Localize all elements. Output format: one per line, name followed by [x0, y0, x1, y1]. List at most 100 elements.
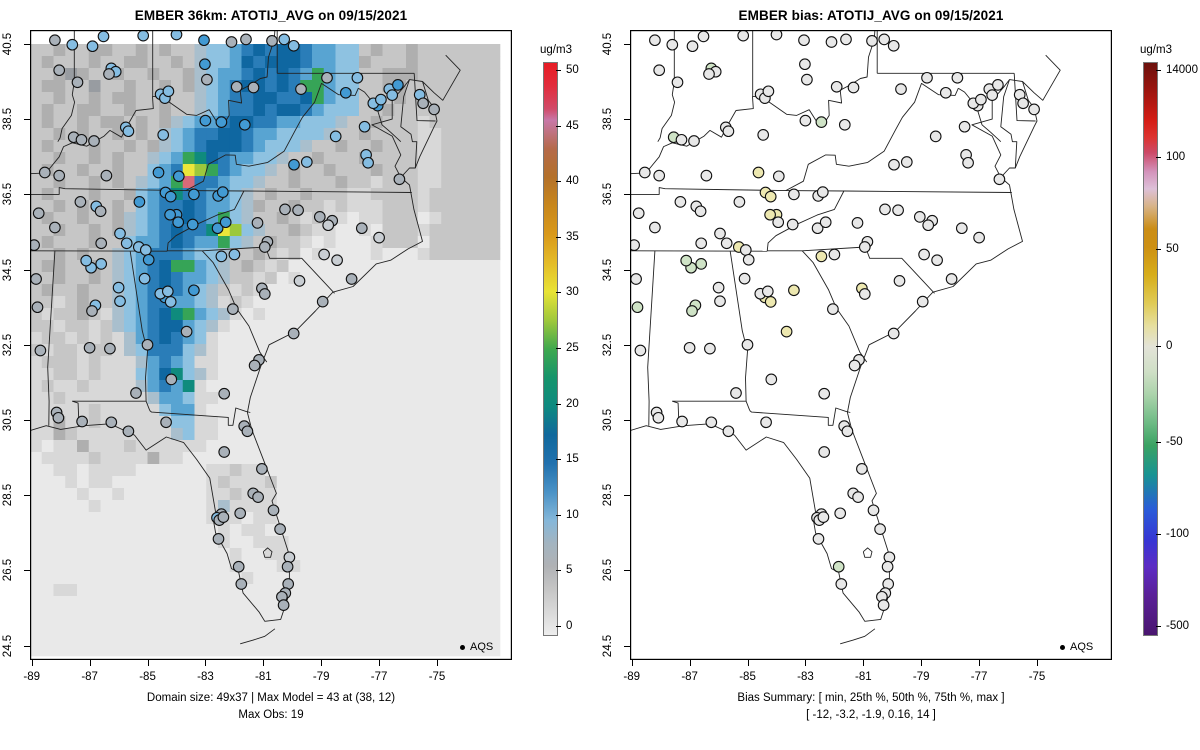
y-axis-tick-label: 26.5 [2, 559, 14, 582]
obs-site-dot [683, 341, 696, 354]
aqs-legend: AQS [1060, 641, 1093, 653]
colorbar-tick [1156, 626, 1161, 627]
obs-site-dot [788, 284, 800, 297]
obs-site-dot [114, 295, 126, 308]
obs-site-dot [757, 129, 770, 141]
obs-site-dot [199, 114, 212, 127]
obs-site-dot [122, 425, 135, 438]
obs-site-dot [832, 560, 845, 573]
y-axis-tick-label: 32.5 [602, 333, 614, 356]
obs-site-dot [653, 64, 666, 77]
obs-site-dot [164, 208, 176, 221]
obs-site-dot [764, 190, 777, 203]
obs-site-dot [939, 86, 952, 99]
colorbar-tick [556, 292, 561, 294]
colorbar-tick [1156, 70, 1161, 71]
obs-site-dot [49, 34, 61, 47]
obs-site-dot [212, 533, 225, 545]
obs-site-dot [888, 158, 900, 171]
obs-site-dot [162, 85, 175, 98]
aqs-legend-dot-icon [460, 644, 465, 650]
y-axis-tick-label: 34.5 [602, 258, 614, 281]
obs-site-dot [772, 216, 785, 229]
y-axis-tick-label: 28.5 [2, 484, 14, 507]
colorbar-tick-label: 0 [1166, 339, 1173, 352]
obs-site-dot [100, 169, 113, 182]
obs-site-dot [251, 217, 264, 229]
obs-site-dot [76, 415, 88, 428]
obs-site-dot [248, 359, 261, 372]
obs-site-dot [1017, 97, 1029, 110]
obs-site-dot [653, 169, 666, 182]
y-axis-tick [624, 495, 630, 497]
obs-site-dot [638, 166, 651, 179]
x-axis-tick-label: -77 [370, 671, 388, 683]
obs-site-dot [216, 186, 229, 198]
obs-site-dot [631, 301, 644, 314]
obs-site-dot [695, 237, 708, 250]
obs-site-dot [322, 219, 335, 232]
obs-site-dot [160, 416, 172, 429]
obs-site-dot [219, 216, 232, 229]
colorbar-tick-label: 20 [566, 397, 579, 410]
obs-site-dot [811, 222, 824, 235]
y-axis-tick-label: 40.5 [2, 32, 14, 56]
obs-site-dot [141, 338, 154, 351]
y-axis-tick-label: 32.5 [2, 333, 14, 356]
obs-site-dot [1028, 103, 1040, 116]
obs-site-dot [649, 34, 661, 47]
obs-site-dot [730, 387, 742, 399]
obs-site-dot [215, 116, 228, 128]
y-axis-tick-label: 40.5 [602, 32, 614, 56]
x-axis-tick [631, 660, 633, 666]
obs-site-dot [300, 156, 313, 168]
obs-site-dot [798, 34, 810, 47]
obs-site-dot [852, 491, 864, 503]
model-colorbar-title: ug/m3 [540, 44, 572, 56]
obs-site-dot [695, 258, 708, 270]
obs-site-dot [895, 83, 907, 95]
obs-site-dot [922, 219, 935, 232]
x-axis-tick-label: -79 [912, 671, 930, 683]
obs-site-dot [630, 273, 642, 285]
aqs-legend: AQS [460, 641, 493, 653]
obs-site-dot [722, 425, 735, 438]
obs-site-dot [279, 203, 291, 216]
obs-site-dot [712, 281, 725, 294]
x-axis-tick-label: -75 [1028, 671, 1046, 683]
obs-site-dot [86, 305, 98, 317]
obs-site-dot [703, 68, 715, 80]
obs-site-dot [287, 327, 300, 340]
colorbar-tick-label: 0 [566, 620, 573, 632]
obs-site-dot [392, 79, 404, 91]
obs-site-dot [94, 205, 107, 218]
obs-site-dot [761, 285, 774, 298]
obs-site-dot [878, 33, 891, 46]
y-axis-tick-label: 38.5 [602, 107, 614, 131]
obs-site-dot [686, 40, 699, 53]
x-axis-tick-label: -75 [428, 671, 446, 683]
obs-site-dot [215, 250, 228, 263]
x-axis-tick [979, 660, 981, 666]
obs-site-dot [762, 85, 775, 98]
obs-site-dot [80, 254, 93, 267]
colorbar-tick-label: 50 [566, 64, 579, 76]
obs-site-dot [900, 156, 913, 168]
obs-site-dot [671, 76, 684, 89]
obs-site-dot [217, 511, 230, 523]
colorbar-tick [1156, 345, 1161, 347]
obs-site-dot [164, 190, 177, 203]
obs-sites [30, 30, 440, 611]
x-axis-tick [89, 660, 91, 666]
obs-site-dot [848, 359, 861, 372]
obs-site-dot [764, 296, 777, 308]
x-axis-tick-label: -85 [739, 671, 756, 683]
y-axis-tick [624, 570, 630, 572]
obs-site-dot [339, 86, 352, 99]
x-axis-tick-label: -89 [23, 671, 41, 683]
y-axis-tick [624, 194, 630, 196]
obs-site-dot [278, 33, 291, 46]
obs-site-dot [720, 237, 733, 250]
obs-site-dot [53, 169, 66, 182]
